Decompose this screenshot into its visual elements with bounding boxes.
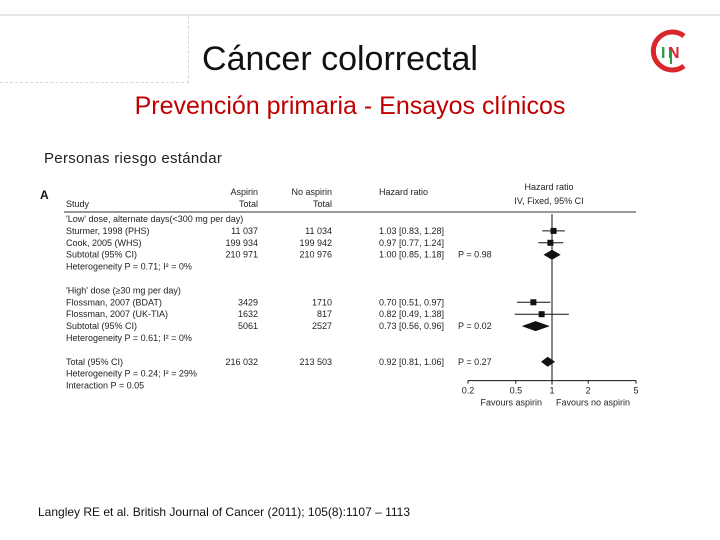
x-tick-label: 2 [586, 386, 591, 396]
top-divider [0, 14, 720, 16]
panel-label: A [40, 188, 49, 202]
heterogeneity-text: Heterogeneity P = 0.24; I² = 29% [66, 369, 197, 379]
total-no-aspirin-total: 213 503 [299, 357, 332, 367]
subtotal-label: Subtotal (95% CI) [66, 250, 137, 260]
slide-title: Cáncer colorrectal [202, 40, 478, 78]
favours-aspirin-label: Favours aspirin [480, 398, 542, 408]
study-label: Flossman, 2007 (BDAT) [66, 297, 162, 307]
subtotal-hr-text: 1.00 [0.85, 1.18] [379, 250, 444, 260]
subtotal-label: Subtotal (95% CI) [66, 321, 137, 331]
header-aspirin-total: Total [239, 199, 258, 209]
x-tick-label: 0.5 [510, 386, 523, 396]
header-study: Study [66, 199, 90, 209]
cin-logo: I N [650, 29, 686, 73]
header-aspirin: Aspirin [230, 187, 258, 197]
point-estimate [530, 299, 537, 306]
heterogeneity-text: Interaction P = 0.05 [66, 381, 144, 391]
group-heading: 'High' dose (≥30 mg per day) [66, 285, 181, 295]
total-label: Total (95% CI) [66, 357, 123, 367]
point-estimate [550, 227, 557, 234]
total-aspirin-total: 216 032 [225, 357, 258, 367]
study-label: Sturmer, 1998 (PHS) [66, 226, 150, 236]
header-no-aspirin-total: Total [313, 199, 332, 209]
subtotal-p-value: P = 0.98 [458, 250, 492, 260]
study-aspirin-total: 11 037 [231, 226, 258, 236]
x-tick-label: 1 [549, 386, 554, 396]
x-tick-label: 0.2 [462, 386, 475, 396]
header-hr-plot-title: Hazard ratio [524, 182, 573, 192]
point-estimate [547, 239, 554, 246]
study-aspirin-total: 3429 [238, 297, 258, 307]
section-label: Personas riesgo estándar [44, 150, 223, 167]
summary-diamond [541, 356, 556, 367]
title-placeholder-frame [0, 16, 189, 83]
study-label: Flossman, 2007 (UK-TIA) [66, 309, 168, 319]
subtotal-p-value: P = 0.02 [458, 321, 492, 331]
logo-in-text: I [661, 45, 665, 62]
citation: Langley RE et al. British Journal of Can… [38, 505, 410, 519]
header-no-aspirin: No aspirin [291, 187, 332, 197]
heterogeneity-text: Heterogeneity P = 0.61; I² = 0% [66, 333, 192, 343]
subtotal-aspirin-total: 5061 [238, 321, 258, 331]
subtotal-no-aspirin-total: 2527 [312, 321, 332, 331]
subtotal-no-aspirin-total: 210 976 [299, 250, 332, 260]
group-heading: 'Low' dose, alternate days(<300 mg per d… [66, 214, 243, 224]
study-aspirin-total: 199 934 [225, 238, 258, 248]
subtotal-aspirin-total: 210 971 [225, 250, 258, 260]
study-no-aspirin-total: 817 [317, 309, 332, 319]
study-hr-text: 1.03 [0.83, 1.28] [379, 226, 444, 236]
header-hazard-ratio: Hazard ratio [379, 187, 428, 197]
study-hr-text: 0.97 [0.77, 1.24] [379, 238, 444, 248]
study-hr-text: 0.70 [0.51, 0.97] [379, 297, 444, 307]
summary-diamond [521, 321, 550, 332]
total-p-value: P = 0.27 [458, 357, 492, 367]
point-estimate [538, 311, 545, 318]
study-hr-text: 0.82 [0.49, 1.38] [379, 309, 444, 319]
forest-plot: A Study Aspirin Total No aspirin Total Hazard … [40, 182, 639, 408]
favours-no-aspirin-label: Favours no aspirin [556, 398, 630, 408]
study-no-aspirin-total: 1710 [312, 297, 332, 307]
study-no-aspirin-total: 199 942 [299, 238, 332, 248]
header-hr-plot-subtitle: IV, Fixed, 95% CI [514, 196, 583, 206]
slide-subtitle: Prevención primaria - Ensayos clínicos [134, 92, 566, 120]
logo-c-arc [650, 29, 686, 73]
total-hr-text: 0.92 [0.81, 1.06] [379, 357, 444, 367]
study-no-aspirin-total: 11 034 [305, 226, 332, 236]
heterogeneity-text: Heterogeneity P = 0.71; I² = 0% [66, 262, 192, 272]
x-tick-label: 5 [633, 386, 638, 396]
logo-n-text: N [668, 45, 680, 62]
study-aspirin-total: 1632 [238, 309, 258, 319]
subtotal-hr-text: 0.73 [0.56, 0.96] [379, 321, 444, 331]
study-label: Cook, 2005 (WHS) [66, 238, 142, 248]
